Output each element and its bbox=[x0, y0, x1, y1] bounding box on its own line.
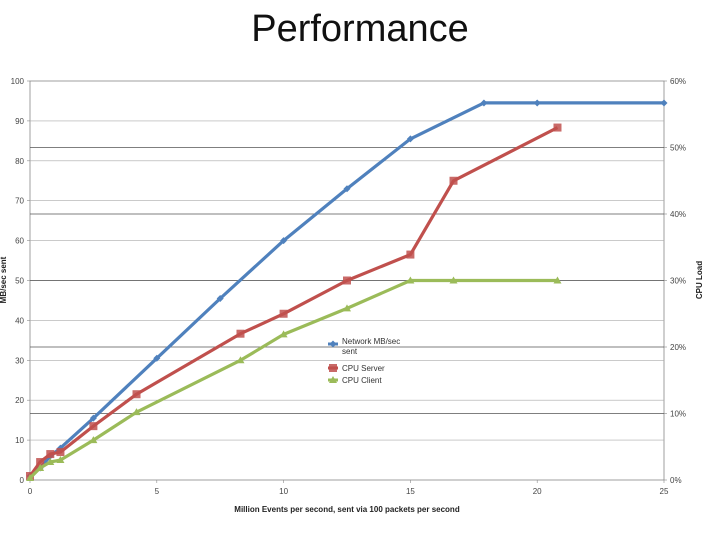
y-tick-label: 50 bbox=[15, 277, 24, 286]
y2-tick-label: 20% bbox=[670, 343, 686, 352]
data-point bbox=[343, 185, 351, 193]
y-tick-label: 30 bbox=[15, 356, 24, 365]
data-point bbox=[153, 354, 161, 362]
x-tick-label: 20 bbox=[533, 487, 542, 496]
y-tick-label: 10 bbox=[15, 436, 24, 445]
data-point bbox=[553, 276, 562, 284]
data-point bbox=[449, 176, 458, 185]
legend-label: Network MB/sec sent bbox=[342, 337, 400, 356]
data-point bbox=[46, 450, 55, 459]
data-point bbox=[89, 422, 98, 431]
slide-title: Performance bbox=[251, 8, 469, 50]
data-point bbox=[56, 448, 65, 457]
legend-label: CPU Client bbox=[342, 376, 382, 385]
data-point bbox=[36, 464, 45, 472]
data-point bbox=[553, 123, 562, 132]
data-point bbox=[533, 99, 541, 107]
data-point bbox=[406, 135, 414, 143]
x-tick-label: 0 bbox=[28, 487, 33, 496]
data-point bbox=[132, 390, 141, 399]
y2-tick-label: 60% bbox=[670, 77, 686, 86]
data-point bbox=[236, 356, 245, 364]
y2-tick-label: 0% bbox=[670, 476, 682, 485]
legend-marker bbox=[329, 340, 337, 348]
data-point bbox=[26, 474, 34, 482]
y2-tick-label: 10% bbox=[670, 410, 686, 419]
legend-marker bbox=[329, 376, 337, 383]
y2-tick-label: 50% bbox=[670, 144, 686, 153]
data-point bbox=[216, 294, 224, 302]
y-tick-label: 80 bbox=[15, 157, 24, 166]
data-point bbox=[449, 276, 458, 284]
data-point bbox=[89, 436, 98, 444]
legend-marker bbox=[329, 364, 337, 372]
y-tick-label: 0 bbox=[20, 476, 25, 485]
data-point bbox=[36, 458, 45, 467]
data-point bbox=[279, 330, 288, 338]
y-tick-label: 40 bbox=[15, 316, 24, 325]
y-axis-title: MB/sec sent bbox=[0, 256, 8, 303]
y-tick-label: 90 bbox=[15, 117, 24, 126]
y-tick-label: 100 bbox=[11, 77, 25, 86]
data-point bbox=[480, 99, 488, 107]
data-point bbox=[56, 456, 65, 464]
data-point bbox=[89, 414, 97, 422]
data-point bbox=[236, 329, 245, 338]
y-tick-label: 20 bbox=[15, 396, 24, 405]
x-tick-label: 15 bbox=[406, 487, 415, 496]
y2-tick-label: 40% bbox=[670, 210, 686, 219]
y-tick-label: 60 bbox=[15, 237, 24, 246]
data-point bbox=[406, 250, 415, 259]
x-tick-label: 10 bbox=[279, 487, 288, 496]
y2-tick-label: 30% bbox=[670, 277, 686, 286]
data-point bbox=[406, 276, 415, 284]
data-point bbox=[46, 458, 55, 466]
x-tick-label: 25 bbox=[660, 487, 669, 496]
x-tick-label: 5 bbox=[155, 487, 160, 496]
y-tick-label: 70 bbox=[15, 197, 24, 206]
y2-axis-title: CPU Load bbox=[695, 261, 704, 299]
data-point bbox=[343, 276, 351, 285]
x-axis-title: Million Events per second, sent via 100 … bbox=[234, 505, 460, 514]
data-point bbox=[343, 304, 351, 312]
data-point bbox=[132, 408, 141, 416]
data-point bbox=[279, 309, 288, 318]
data-point bbox=[280, 237, 288, 245]
data-point bbox=[660, 99, 668, 107]
legend-label: CPU Server bbox=[342, 364, 385, 373]
